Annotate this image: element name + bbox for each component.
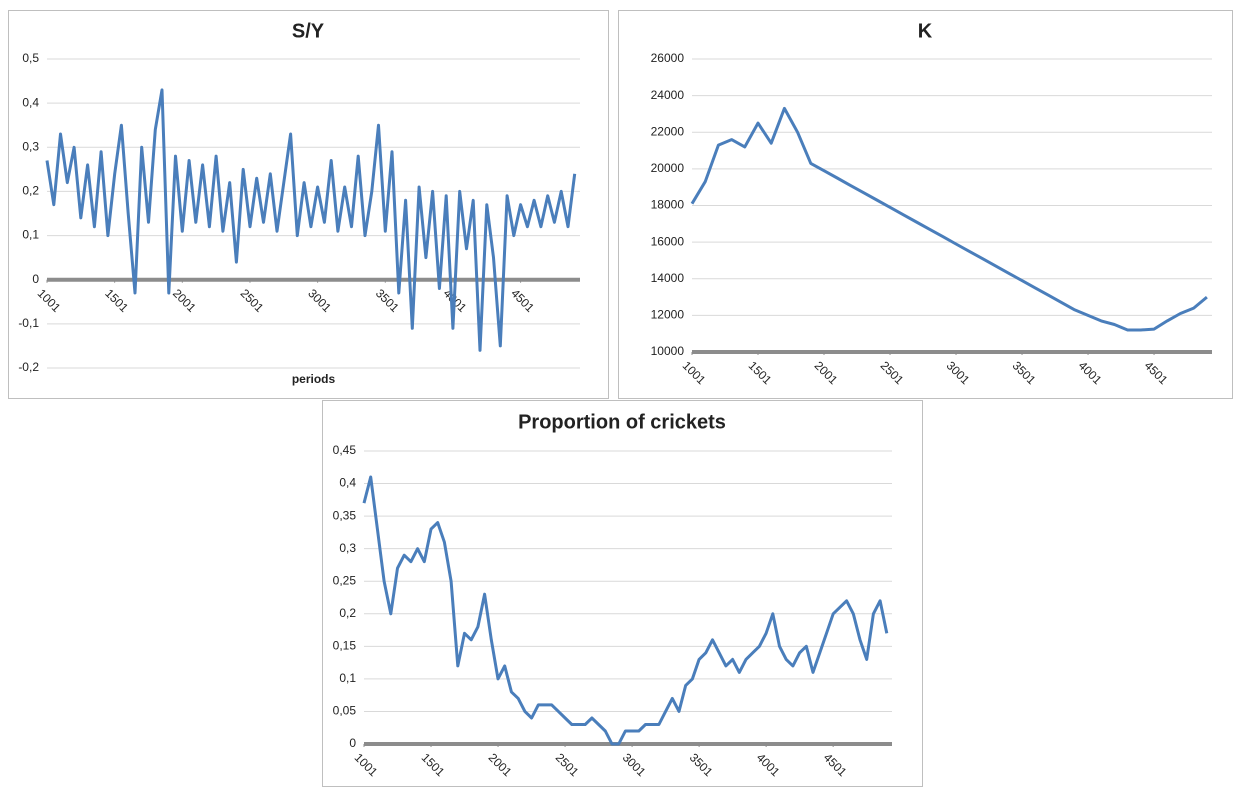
y-tick-label: 0,4	[22, 95, 39, 109]
data-line	[45, 88, 577, 352]
y-tick-label: 18000	[651, 198, 685, 212]
y-tick-label: -0,2	[18, 360, 39, 374]
y-tick-label: 16000	[651, 234, 685, 248]
y-tick-label: 0,05	[333, 704, 357, 718]
y-tick-label: 0,2	[22, 184, 39, 198]
y-tick-label: 0	[32, 272, 39, 286]
y-tick-label: 12000	[651, 308, 685, 322]
y-tick-label: 0,3	[22, 139, 39, 153]
chart-frame	[322, 400, 923, 787]
chart-title: K	[918, 20, 933, 42]
y-tick-label: 0,1	[339, 671, 356, 685]
chart-title: S/Y	[292, 20, 325, 42]
chart-panel: K 10000 12000 14000 16000 18000 20000 22000 2400…	[618, 10, 1233, 399]
y-tick-label: 10000	[651, 344, 685, 358]
y-tick-label: 0,45	[333, 443, 357, 457]
y-tick-label: 0,4	[339, 476, 356, 490]
y-tick-label: -0,1	[18, 316, 39, 330]
y-tick-label: 20000	[651, 161, 685, 175]
y-tick-label: 14000	[651, 271, 685, 285]
y-tick-label: 22000	[651, 124, 685, 138]
y-tick-label: 0	[349, 736, 356, 750]
chart-frame	[618, 10, 1233, 399]
y-tick-label: 0,15	[333, 639, 357, 653]
y-tick-label: 0,35	[333, 508, 357, 522]
data-line	[690, 106, 1208, 332]
y-tick-label: 24000	[651, 88, 685, 102]
y-tick-label: 26000	[651, 51, 685, 65]
chart-panel: Proportion of crickets 0 0,05 0,1 0,15 0,2 0,2…	[322, 400, 923, 787]
y-tick-label: 0,5	[22, 51, 39, 65]
y-tick-label: 0,1	[22, 228, 39, 242]
y-tick-label: 0,3	[339, 541, 356, 555]
chart-title: Proportion of crickets	[518, 411, 726, 433]
y-tick-label: 0,25	[333, 573, 357, 587]
x-axis-title: periods	[292, 372, 336, 386]
data-line	[362, 475, 889, 746]
y-tick-label: 0,2	[339, 606, 356, 620]
